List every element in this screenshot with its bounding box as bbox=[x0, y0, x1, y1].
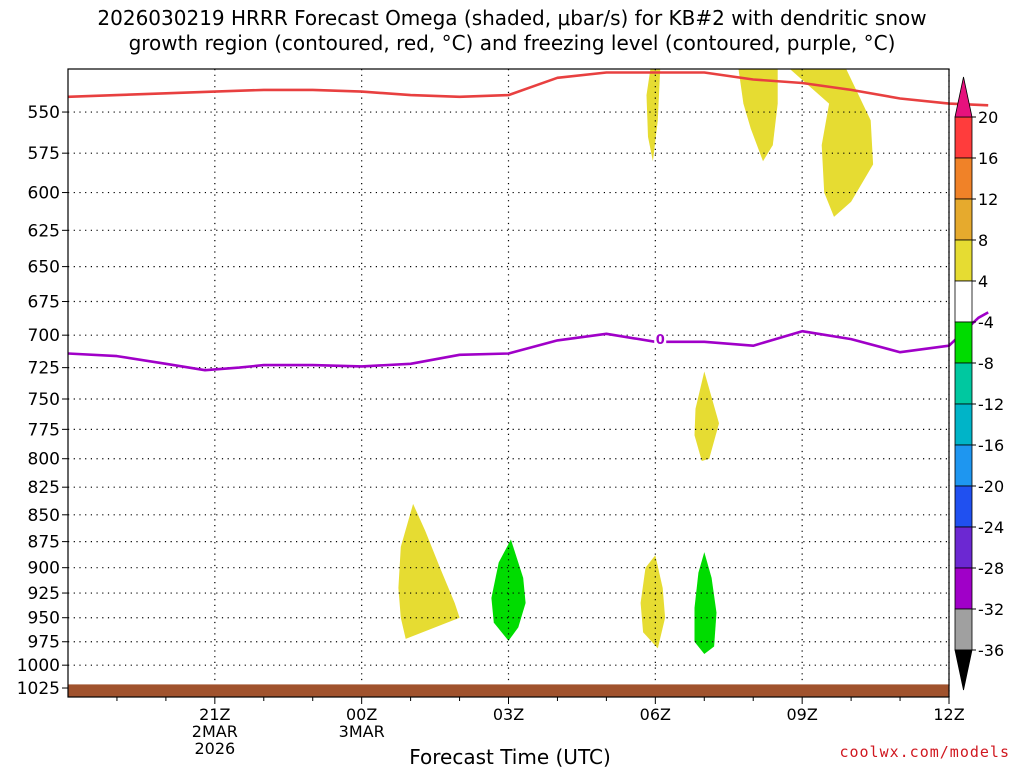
colorbar-swatch-5 bbox=[954, 280, 973, 323]
title-line-1: 2026030219 HRRR Forecast Omega (shaded, … bbox=[97, 6, 927, 30]
colorbar-label--24: -24 bbox=[978, 518, 1004, 537]
colorbar-label--16: -16 bbox=[978, 436, 1004, 455]
y-tick-label-825: 825 bbox=[28, 478, 60, 498]
omega-region-3 bbox=[640, 555, 666, 649]
colorbar-swatch-3 bbox=[954, 198, 973, 241]
contour-lines: 0 bbox=[67, 71, 989, 372]
y-tick-label-625: 625 bbox=[28, 221, 60, 241]
colorbar-label--4: -4 bbox=[978, 313, 994, 332]
omega-region-6 bbox=[646, 69, 661, 162]
freezing-level-label-bg bbox=[654, 331, 667, 348]
surface-band bbox=[68, 684, 949, 697]
x-tick-label-03Z: 03Z bbox=[493, 705, 524, 724]
colorbar: 20 16 12 8 4 -4 -8 -12 -16 -20 -24 -28 -32 -36 bbox=[954, 76, 1004, 691]
x-axis-label: Forecast Time (UTC) bbox=[409, 745, 611, 769]
colorbar-swatch-8 bbox=[954, 403, 973, 446]
freezing-level-label: 0 bbox=[656, 333, 665, 348]
colorbar-bottom-arrow bbox=[954, 649, 973, 691]
dgz-contour-line bbox=[67, 71, 989, 107]
y-tick-label-600: 600 bbox=[28, 184, 60, 204]
omega-shading-layer bbox=[398, 69, 874, 654]
x-tick-date-00Z: 3MAR bbox=[339, 722, 385, 741]
colorbar-swatch-7 bbox=[954, 362, 973, 405]
surface-layer bbox=[68, 684, 949, 697]
y-tick-label-1000: 1000 bbox=[17, 656, 60, 676]
colorbar-label--20: -20 bbox=[978, 477, 1004, 496]
y-tick-label-900: 900 bbox=[28, 559, 60, 579]
credit-text: coolwx.com/models bbox=[839, 743, 1010, 761]
colorbar-swatch-12 bbox=[954, 567, 973, 610]
colorbar-label--32: -32 bbox=[978, 600, 1004, 619]
colorbar-swatch-10 bbox=[954, 485, 973, 528]
y-tick-label-775: 775 bbox=[28, 420, 60, 440]
x-tick-label-12Z: 12Z bbox=[933, 705, 964, 724]
x-tick-year-21Z: 2026 bbox=[194, 739, 235, 758]
x-tick-label-21Z: 21Z bbox=[199, 705, 230, 724]
colorbar-swatch-9 bbox=[954, 444, 973, 487]
y-tick-label-650: 650 bbox=[28, 258, 60, 278]
colorbar-label-12: 12 bbox=[978, 190, 998, 209]
colorbar-label--28: -28 bbox=[978, 559, 1004, 578]
colorbar-label-20: 20 bbox=[978, 108, 998, 127]
title-line-2: growth region (contoured, red, °C) and f… bbox=[128, 31, 896, 55]
y-axis: 550 575 600 625 650 675 700 725 750 775 800 825 850 8… bbox=[17, 103, 68, 699]
colorbar-swatch-1 bbox=[954, 116, 973, 159]
colorbar-swatch-13 bbox=[954, 608, 973, 651]
colorbar-swatch-6 bbox=[954, 321, 973, 364]
y-tick-label-550: 550 bbox=[28, 103, 60, 123]
chart-title: 2026030219 HRRR Forecast Omega (shaded, … bbox=[0, 6, 1024, 56]
colorbar-label-16: 16 bbox=[978, 149, 998, 168]
colorbar-swatch-2 bbox=[954, 157, 973, 200]
omega-region-2 bbox=[491, 539, 526, 641]
colorbar-label--12: -12 bbox=[978, 395, 1004, 414]
colorbar-top-arrow bbox=[954, 76, 973, 118]
x-tick-label-06Z: 06Z bbox=[640, 705, 671, 724]
omega-region-5 bbox=[694, 371, 719, 461]
y-tick-label-725: 725 bbox=[28, 359, 60, 379]
freezing-level-line bbox=[67, 311, 989, 372]
colorbar-label-4: 4 bbox=[978, 272, 988, 291]
omega-region-8 bbox=[789, 69, 874, 217]
y-tick-label-1025: 1025 bbox=[17, 679, 60, 699]
colorbar-swatch-4 bbox=[954, 239, 973, 282]
colorbar-label-8: 8 bbox=[978, 231, 988, 250]
y-tick-label-675: 675 bbox=[28, 293, 60, 313]
omega-region-4 bbox=[694, 552, 717, 654]
y-tick-label-950: 950 bbox=[28, 609, 60, 629]
x-tick-label-09Z: 09Z bbox=[787, 705, 818, 724]
y-tick-label-700: 700 bbox=[28, 326, 60, 346]
x-tick-date-21Z: 2MAR bbox=[192, 722, 238, 741]
y-tick-label-925: 925 bbox=[28, 584, 60, 604]
y-tick-label-850: 850 bbox=[28, 506, 60, 526]
colorbar-swatch-11 bbox=[954, 526, 973, 569]
x-tick-label-00Z: 00Z bbox=[346, 705, 377, 724]
y-tick-label-750: 750 bbox=[28, 390, 60, 410]
y-tick-label-875: 875 bbox=[28, 533, 60, 553]
y-tick-label-575: 575 bbox=[28, 144, 60, 164]
omega-region-1 bbox=[398, 503, 460, 639]
colorbar-label--36: -36 bbox=[978, 641, 1004, 660]
omega-region-7 bbox=[738, 69, 778, 162]
y-tick-label-975: 975 bbox=[28, 633, 60, 653]
colorbar-label--8: -8 bbox=[978, 354, 994, 373]
y-tick-label-800: 800 bbox=[28, 450, 60, 470]
